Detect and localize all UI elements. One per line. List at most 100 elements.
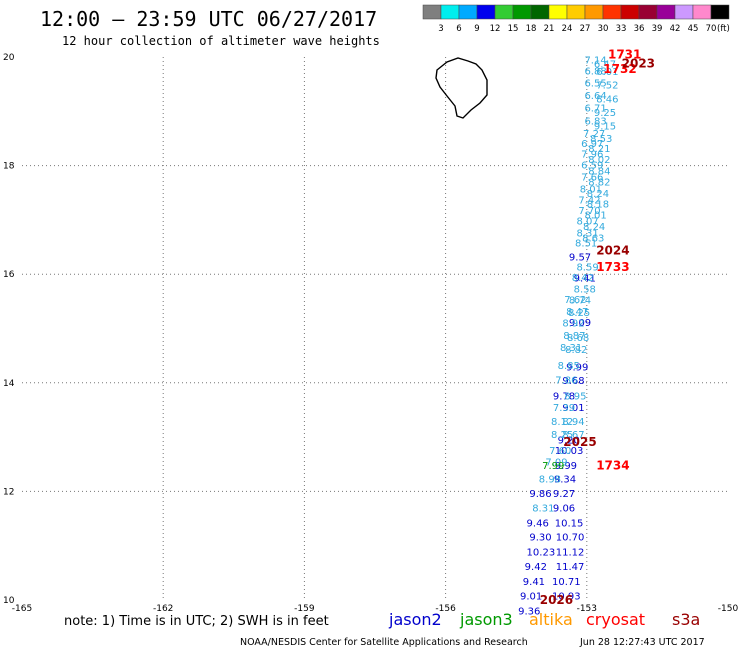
data-point-label: 8.84	[588, 166, 610, 177]
colorbar-label: 15	[508, 24, 519, 34]
colorbar-swatch	[602, 4, 622, 20]
data-point-label: 6.55	[584, 79, 606, 90]
colorbar-swatch	[476, 4, 496, 20]
map-grid: -165 -162 -159 -156 -153 -150 10 12 14 16 18 20	[3, 53, 738, 614]
data-point-label: 9.09	[569, 318, 591, 329]
data-point-label: 11.47	[556, 562, 585, 573]
data-point-label: 8.63	[582, 233, 604, 244]
data-point-label: 2025	[563, 435, 596, 449]
data-point-label: 7.27	[583, 129, 605, 140]
data-point-label: 8.87	[563, 331, 585, 342]
colorbar-swatch	[458, 4, 478, 20]
data-point-label: 7.42	[578, 195, 600, 206]
data-point-label: 8.25	[551, 430, 573, 441]
colorbar-label: 21	[544, 24, 555, 34]
satellite-legend: jason2 jason3 altika cryosat s3a	[388, 610, 700, 629]
data-point-label: 10.23	[527, 548, 556, 559]
colorbar-swatch	[584, 4, 604, 20]
data-point-label: 7.60	[549, 446, 571, 457]
colorbar-label: 36	[634, 24, 645, 34]
data-point-label: 8.31	[532, 504, 554, 515]
footer-timestamp: Jun 28 12:27:43 UTC 2017	[579, 637, 705, 648]
colorbar-label: 18	[526, 24, 537, 34]
data-point-label: 7.96	[581, 150, 603, 161]
data-point-label: 8.31	[576, 228, 598, 239]
data-point-label: 9.01	[562, 403, 584, 414]
colorbar-swatch	[530, 4, 550, 20]
data-point-label: 9.42	[525, 562, 547, 573]
data-point-label: 10.70	[556, 532, 585, 543]
colorbar-label: 39	[652, 24, 663, 34]
data-point-label: 8.18	[587, 200, 609, 211]
data-point-label: 11.12	[556, 548, 585, 559]
data-point-label: 7.14	[584, 56, 606, 67]
legend-item: s3a	[672, 610, 700, 629]
data-point-label: 8.53	[590, 134, 612, 145]
data-point-label: 8.25	[568, 308, 590, 319]
data-point-label: 8.02	[588, 155, 610, 166]
data-point-label: 6.88	[584, 67, 606, 78]
data-point-label: 9.36	[518, 606, 540, 617]
colorbar-label: 70	[706, 24, 717, 34]
data-point-label: 7.86	[555, 376, 577, 387]
data-point-label: 6.47	[594, 60, 616, 71]
data-point-label: 6.59	[581, 161, 603, 172]
colorbar-label: 27	[580, 24, 591, 34]
data-point-label: 9.25	[594, 108, 616, 119]
data-point-label: 7.09	[545, 458, 567, 469]
data-point-label: 9.20	[558, 435, 580, 446]
data-point-label: 10.15	[555, 518, 584, 529]
colorbar-label: 12	[490, 24, 501, 34]
data-point-label: 8.67	[562, 430, 584, 441]
colorbar-swatch	[710, 4, 730, 20]
x-tick-label: -150	[718, 604, 739, 614]
data-point-label: 1731	[608, 47, 641, 61]
colorbar-swatch	[692, 4, 712, 20]
data-point-label: 7.62	[564, 295, 586, 306]
data-point-label: 1734	[596, 458, 629, 472]
data-point-label: 10.03	[555, 446, 584, 457]
colorbar-label: 42	[670, 24, 681, 34]
data-point-label: 9.99	[555, 461, 577, 472]
data-point-label: 8.24	[583, 222, 605, 233]
data-point-label: 8.24	[587, 189, 609, 200]
data-point-label: 6.64	[584, 91, 606, 102]
legend-item: jason3	[459, 610, 513, 629]
chart-subtitle: 12 hour collection of altimeter wave hei…	[62, 34, 380, 48]
data-point-label: 9.41	[574, 273, 596, 284]
data-point-label: 9.99	[566, 363, 588, 374]
data-point-label: 8.82	[565, 345, 587, 356]
hawaii-coastline	[435, 57, 488, 119]
colorbar-label: 30	[598, 24, 609, 34]
data-point-label: 7.52	[596, 81, 618, 92]
data-point-label: 8.21	[588, 144, 610, 155]
data-point-label: 9.01	[520, 592, 542, 603]
data-point-label: 8.42	[572, 273, 594, 284]
data-point-label: 7.39	[553, 403, 575, 414]
y-tick-label: 20	[3, 53, 15, 63]
data-point-label: 9.30	[529, 532, 551, 543]
colorbar-swatch	[638, 4, 658, 20]
data-point-label: 9.15	[594, 121, 616, 132]
data-point-label: 8.07	[576, 216, 598, 227]
colorbar-unit: (ft)	[717, 24, 730, 34]
x-tick-label: -159	[294, 604, 315, 614]
data-point-label: 9.27	[553, 489, 575, 500]
y-tick-label: 18	[3, 162, 15, 172]
data-point-label: 1732	[603, 62, 636, 76]
data-point-label: 8.31	[560, 343, 582, 354]
data-point-label: 7.66	[581, 172, 603, 183]
colorbar-label: 6	[456, 24, 461, 34]
data-point-label: 9.68	[562, 376, 584, 387]
colorbar-swatch	[440, 4, 460, 20]
colorbar-swatch	[656, 4, 676, 20]
footer-note: note: 1) Time is in UTC; 2) SWH is in fe…	[64, 614, 329, 629]
colorbar-label: 33	[616, 24, 627, 34]
data-point-label: 1733	[596, 260, 629, 274]
data-point-label: 2023	[622, 57, 655, 71]
data-point-label: 8.82	[588, 177, 610, 188]
data-point-label: 8.46	[596, 94, 618, 105]
y-tick-label: 12	[3, 487, 14, 497]
x-tick-label: -165	[12, 604, 32, 614]
